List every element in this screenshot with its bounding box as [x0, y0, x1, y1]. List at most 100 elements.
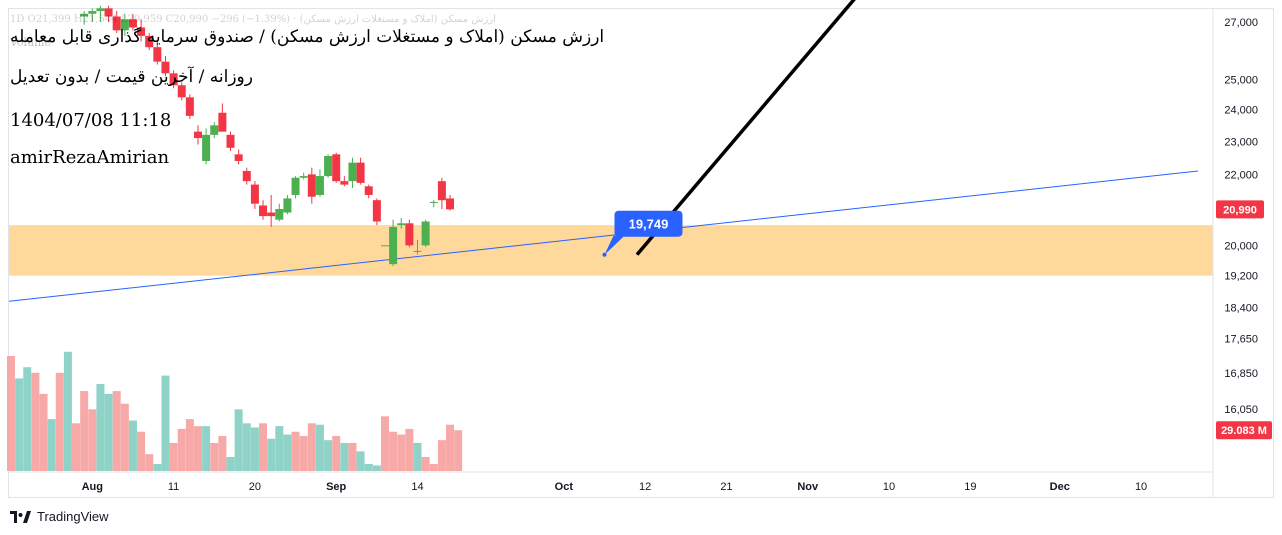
time-tick-label: 19 — [964, 481, 976, 493]
volume-bar — [356, 451, 365, 471]
volume-bar — [47, 419, 56, 471]
volume-bar — [15, 378, 24, 471]
volume-bar — [128, 420, 137, 471]
candle-body — [437, 181, 446, 201]
chart-frame[interactable] — [8, 8, 1274, 498]
candle-body — [275, 208, 284, 220]
volume-bar — [23, 367, 32, 471]
volume-bar — [31, 372, 40, 471]
volume-bar — [315, 424, 324, 471]
price-tick-label: 24,000 — [1224, 105, 1258, 117]
volume-bar — [267, 438, 276, 471]
last-volume-badge — [1216, 421, 1272, 440]
volume-bar — [259, 423, 268, 471]
volume-bar — [145, 454, 154, 471]
support-zone — [9, 225, 1213, 276]
candle-body — [324, 156, 333, 177]
price-tick-label: 17,650 — [1224, 333, 1258, 345]
candle-body — [307, 174, 316, 197]
candle-body — [193, 131, 202, 139]
callout-label: 19,749 — [629, 217, 669, 232]
volume-bar — [234, 409, 243, 471]
time-tick-label: 11 — [168, 481, 179, 493]
price-tick-label: 27,000 — [1224, 17, 1258, 29]
volume-bar — [291, 431, 300, 471]
volume-bar — [202, 426, 211, 471]
time-tick-label: Oct — [555, 481, 574, 493]
volume-bar — [88, 409, 97, 471]
volume-bar — [405, 428, 414, 471]
time-tick-label: Aug — [82, 481, 103, 493]
candle-body — [234, 154, 243, 161]
tradingview-logo-icon — [10, 510, 31, 523]
price-tick-label: 20,000 — [1224, 240, 1258, 252]
volume-bar — [7, 356, 15, 471]
price-tick-label: 19,200 — [1224, 271, 1258, 283]
candle-body — [153, 47, 162, 62]
volume-bar — [389, 431, 398, 471]
candle-body — [429, 201, 438, 203]
volume-bar — [80, 391, 89, 471]
volume-bar — [39, 393, 48, 471]
time-tick-label: 10 — [1135, 481, 1147, 493]
volume-bar — [307, 423, 316, 471]
candle-body — [380, 245, 389, 247]
candle-body — [372, 200, 381, 222]
tradingview-logo[interactable]: TradingView — [10, 509, 109, 524]
time-tick-label: 12 — [639, 481, 651, 493]
candle-body — [315, 176, 324, 195]
candle-body — [421, 221, 430, 246]
candle-body — [299, 176, 308, 178]
volume-bar — [242, 423, 251, 471]
candle-body — [185, 97, 194, 116]
volume-bar — [340, 442, 349, 471]
volume-bar — [364, 463, 373, 471]
candle-body — [161, 61, 170, 74]
candle-body — [242, 171, 251, 182]
volume-bar — [446, 424, 455, 471]
candle-body — [291, 177, 300, 195]
volume-bar — [120, 403, 129, 471]
volume-bar — [250, 427, 259, 471]
volume-bar — [169, 442, 178, 471]
time-tick-label: Dec — [1050, 481, 1070, 493]
candle-body — [267, 212, 276, 217]
volume-bar — [397, 434, 406, 471]
volume-bar — [153, 463, 162, 471]
chart-subtitle: روزانه / آخرین قیمت / بدون تعدیل — [10, 67, 253, 87]
candle-body — [250, 184, 259, 204]
volume-bar — [218, 435, 227, 471]
callout-pointer — [604, 235, 625, 255]
volume-bar — [275, 426, 284, 471]
candle-body — [120, 19, 129, 31]
candle-body — [104, 8, 113, 17]
candle-body — [332, 154, 341, 182]
candle-body — [348, 162, 357, 182]
volume-bar — [72, 423, 81, 471]
blue-trendline — [8, 170, 1199, 302]
candle-body — [340, 181, 349, 185]
volume-bar — [429, 463, 438, 471]
candle-body — [446, 198, 455, 210]
volume-bar — [421, 456, 430, 471]
time-tick-label: 21 — [720, 481, 732, 493]
volume-bar — [63, 351, 72, 471]
price-tick-label: 16,850 — [1224, 368, 1258, 380]
faded-legend: ارزش مسکن (املاک و مستغلات ارزش مسکن) · … — [10, 14, 496, 25]
candle-body — [218, 112, 227, 132]
volume-bar — [226, 456, 235, 471]
volume-bar — [299, 435, 308, 471]
time-tick-label: 10 — [883, 481, 895, 493]
price-tick-label: 23,000 — [1224, 136, 1258, 148]
black-trendline — [635, 0, 856, 256]
candle-body — [137, 27, 146, 36]
volume-bar — [437, 440, 446, 471]
last-price-badge — [1216, 200, 1264, 219]
volume-bar — [112, 391, 121, 471]
candle-body — [364, 186, 373, 195]
volume-bar — [177, 428, 186, 471]
candle-body — [397, 223, 406, 226]
volume-bar — [193, 426, 202, 471]
candle-body — [177, 85, 186, 98]
